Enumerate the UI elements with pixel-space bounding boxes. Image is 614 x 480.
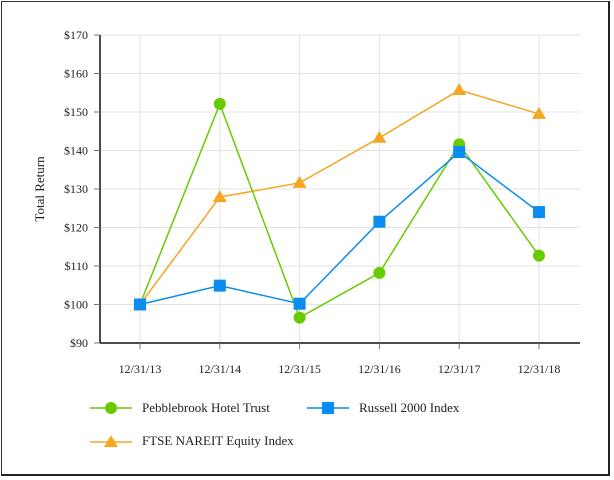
legend-label: Pebblebrook Hotel Trust [142, 400, 270, 415]
y-tick-label: $120 [64, 221, 88, 235]
gridlines [100, 34, 580, 343]
x-axis-ticks: 12/31/13 12/31/14 12/31/15 12/31/16 12/31/17… [119, 343, 561, 376]
y-tick-label: $130 [64, 182, 88, 196]
x-tick-label: 12/31/15 [278, 362, 321, 376]
x-tick-label: 12/31/16 [358, 362, 401, 376]
line-chart: $90 $100 $110 $120 $130 $140 $150 $160 $170 12/3… [32, 28, 580, 376]
data-series [133, 83, 546, 324]
y-tick-label: $100 [64, 298, 88, 312]
y-tick-label: $150 [64, 105, 88, 119]
data-point [212, 190, 227, 203]
y-tick-label: $110 [64, 259, 88, 273]
circle-marker-icon [90, 402, 132, 414]
data-point [292, 175, 307, 188]
legend-label: Russell 2000 Index [359, 400, 460, 415]
data-point [293, 311, 306, 324]
legend-item-pebblebrook: Pebblebrook Hotel Trust [90, 400, 270, 416]
square-marker-icon [307, 402, 349, 414]
y-tick-label: $170 [64, 28, 88, 42]
data-point [532, 106, 546, 119]
series-russell-2000-index [134, 146, 545, 311]
x-tick-label: 12/31/14 [198, 362, 241, 376]
legend-item-russell: Russell 2000 Index [307, 400, 459, 416]
data-point [134, 298, 146, 311]
x-tick-label: 12/31/13 [119, 362, 162, 376]
series-ftse-nareit-equity-index [133, 83, 546, 310]
series-pebblebrook-hotel-trust [134, 97, 545, 324]
data-point [453, 146, 466, 159]
x-tick-label: 12/31/17 [438, 362, 481, 376]
data-point [452, 83, 467, 96]
legend-item-ftse: FTSE NAREIT Equity Index [90, 433, 294, 449]
y-axis-label: Total Return [32, 156, 47, 222]
data-point [293, 297, 306, 310]
data-point [213, 97, 226, 110]
y-tick-label: $90 [70, 336, 88, 350]
legend-label: FTSE NAREIT Equity Index [142, 433, 294, 448]
x-tick-label: 12/31/18 [518, 362, 561, 376]
data-point [533, 206, 545, 219]
y-tick-label: $160 [64, 67, 88, 81]
data-point [373, 215, 386, 228]
data-point [213, 279, 226, 292]
y-tick-label: $140 [64, 144, 88, 158]
triangle-marker-icon [90, 435, 132, 447]
y-axis-ticks: $90 $100 $110 $120 $130 $140 $150 $160 $170 [64, 28, 100, 350]
data-point [372, 130, 387, 143]
data-point [533, 249, 545, 262]
data-point [373, 266, 386, 279]
